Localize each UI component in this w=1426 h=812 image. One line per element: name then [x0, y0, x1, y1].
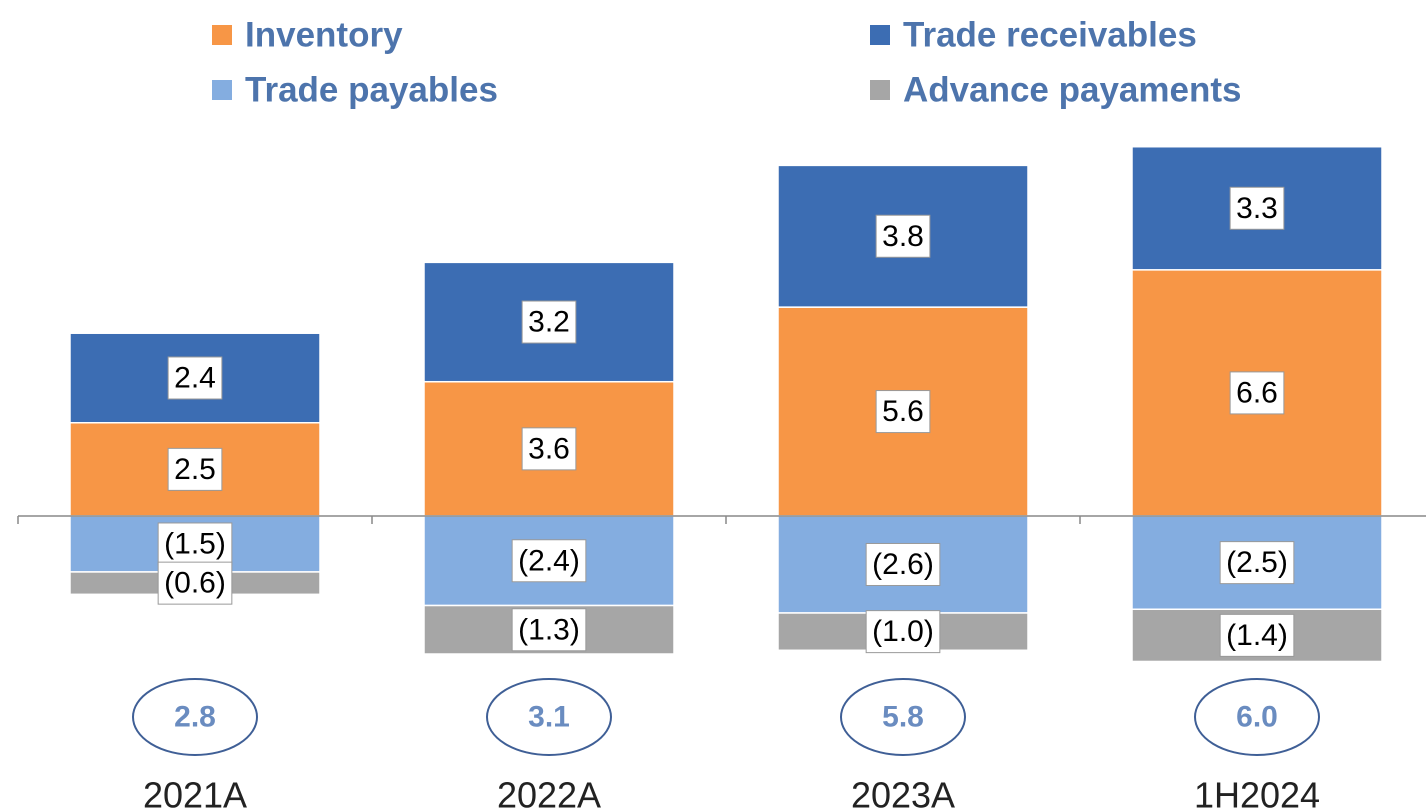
data-label-box [521, 300, 577, 344]
bar-segment [423, 261, 675, 383]
data-label-box [1219, 613, 1295, 657]
total-circle [486, 678, 612, 756]
data-label: (1.5) [164, 527, 226, 560]
legend-label: Trade receivables [903, 16, 1197, 55]
data-label-box [521, 427, 577, 471]
data-label: 2.4 [174, 361, 216, 394]
data-label: (2.6) [872, 548, 934, 581]
total-label: 2.8 [174, 701, 216, 734]
legend-label: Inventory [245, 16, 403, 55]
total-circle [1194, 678, 1320, 756]
data-label: (0.6) [164, 567, 226, 600]
data-label-box [157, 561, 233, 605]
data-label-box [865, 542, 941, 586]
x-tick-label: 2022A [497, 775, 601, 812]
data-label-box [865, 610, 941, 654]
legend-swatch [870, 25, 890, 45]
data-label: 3.8 [882, 220, 924, 253]
data-label: 3.2 [528, 306, 570, 339]
data-label: 2.5 [174, 453, 216, 486]
legend-swatch [212, 80, 232, 100]
legend-label: Advance payaments [903, 71, 1241, 110]
legend-label: Trade payables [245, 71, 498, 110]
x-tick-label: 2023A [851, 775, 955, 812]
legend-swatch [212, 25, 232, 45]
legend-swatch [870, 80, 890, 100]
data-label: 6.6 [1236, 376, 1278, 409]
data-label: (1.3) [518, 613, 580, 646]
data-label: (2.4) [518, 544, 580, 577]
data-label: 3.6 [528, 432, 570, 465]
data-label-box [1229, 371, 1285, 415]
data-label: 5.6 [882, 395, 924, 428]
total-circle [132, 678, 258, 756]
data-label-box [157, 522, 233, 566]
x-tick-label: 2021A [143, 775, 247, 812]
data-label-box [167, 447, 223, 491]
data-label-box [875, 390, 931, 434]
data-label-box [1219, 541, 1295, 585]
data-label-box [511, 539, 587, 583]
data-label: (2.5) [1226, 546, 1288, 579]
total-label: 3.1 [528, 701, 570, 734]
total-circle [840, 678, 966, 756]
data-label: (1.0) [872, 615, 934, 648]
data-label-box [1229, 186, 1285, 230]
data-label-box [167, 356, 223, 400]
data-label-box [511, 608, 587, 652]
data-label-box [875, 214, 931, 258]
data-label: (1.4) [1226, 619, 1288, 652]
x-tick-label: 1H2024 [1194, 775, 1320, 812]
total-label: 6.0 [1236, 701, 1278, 734]
total-label: 5.8 [882, 701, 924, 734]
data-label: 3.3 [1236, 192, 1278, 225]
